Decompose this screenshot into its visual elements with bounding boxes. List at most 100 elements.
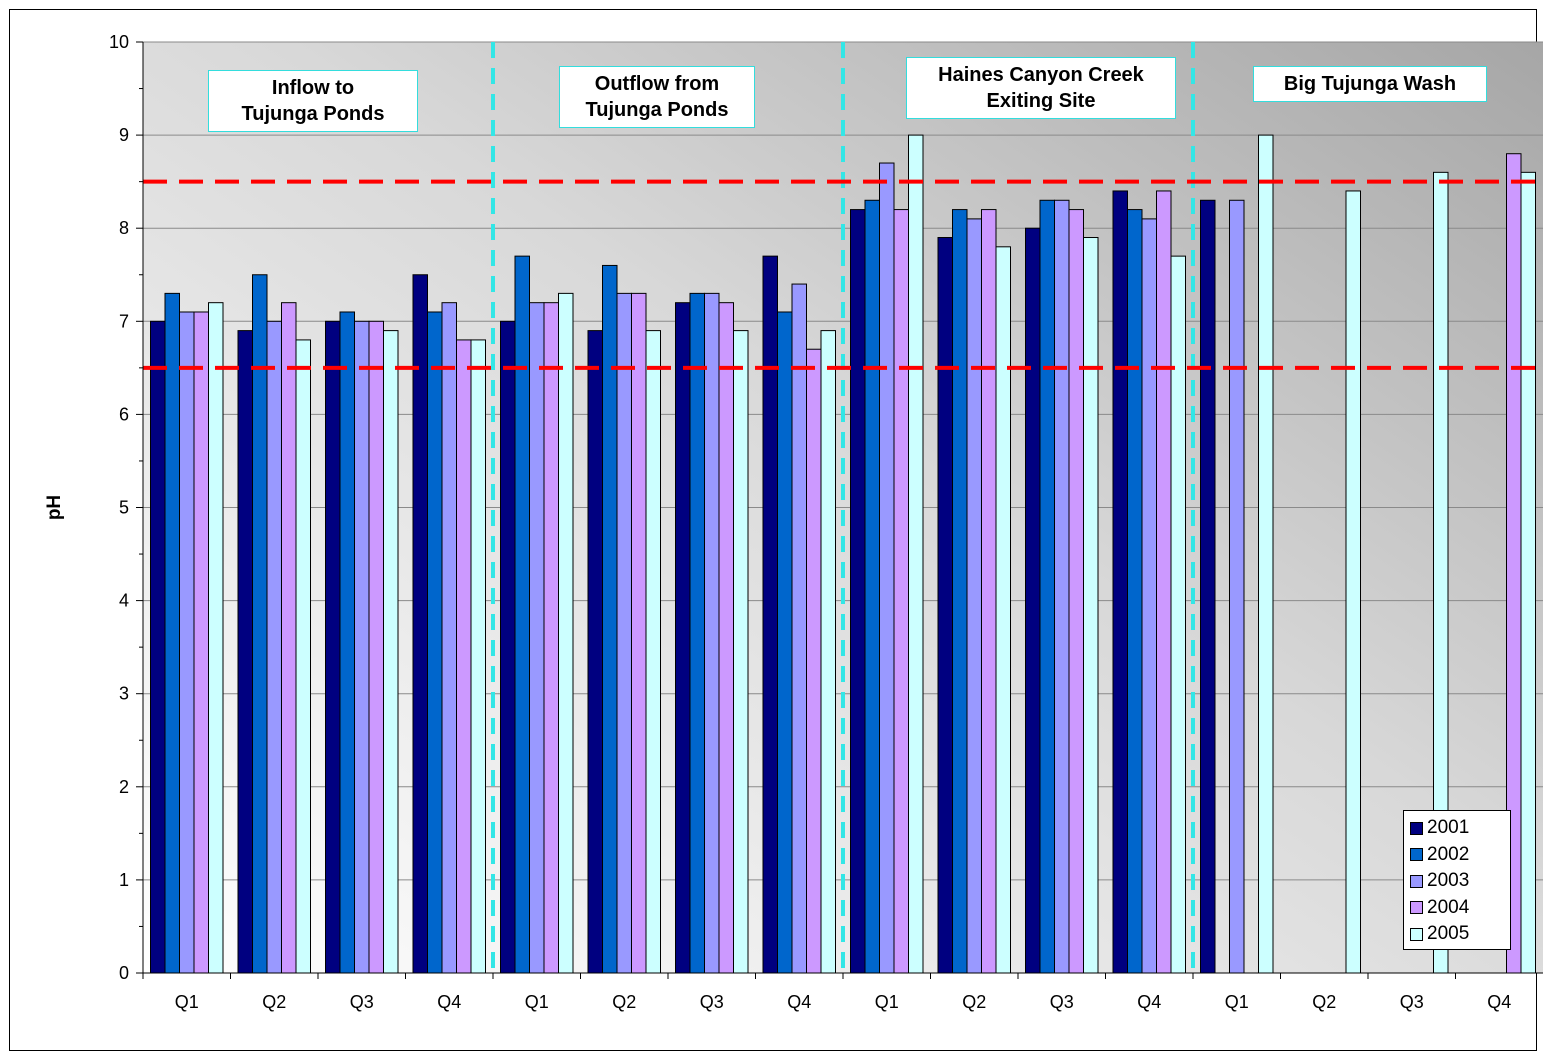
x-tick-label: Q2 [1312, 992, 1336, 1012]
x-tick-label: Q4 [1137, 992, 1161, 1012]
bar-2004 [281, 302, 297, 974]
legend-label: 2005 [1427, 923, 1470, 945]
legend-item: 2002 [1410, 842, 1510, 869]
bar-2002 [689, 292, 705, 974]
group-label: Inflow to Tujunga Ponds [208, 70, 418, 132]
bar-2001 [237, 330, 253, 974]
y-tick-label: 5 [119, 498, 129, 518]
legend-label: 2004 [1427, 896, 1470, 918]
bar-2003 [266, 320, 282, 974]
bar-2001 [1112, 190, 1128, 974]
legend: 2001 2002 2003 2004 2005 [1403, 810, 1511, 950]
x-tick-label: Q4 [437, 992, 461, 1012]
bar-2003 [704, 292, 720, 974]
bar-2004 [368, 320, 384, 974]
x-tick-label: Q1 [175, 992, 199, 1012]
bar-2001 [500, 320, 516, 974]
bar-2005 [995, 246, 1011, 974]
bar-2005 [208, 302, 224, 974]
bar-2005 [1520, 171, 1536, 974]
bar-2003 [441, 302, 457, 974]
legend-item: 2001 [1410, 815, 1510, 842]
bar-2002 [1127, 209, 1143, 974]
x-tick-label: Q3 [1400, 992, 1424, 1012]
bar-2005 [908, 134, 924, 974]
bar-2002 [777, 311, 793, 974]
bar-2001 [762, 255, 778, 974]
legend-item: 2004 [1410, 895, 1510, 922]
bar-2004 [981, 209, 997, 974]
bar-2001 [675, 302, 691, 974]
y-axis-label: pH [44, 495, 65, 520]
group-label: Big Tujunga Wash [1253, 66, 1487, 102]
bar-2003 [791, 283, 807, 974]
legend-item: 2005 [1410, 921, 1510, 948]
bar-2005 [383, 330, 399, 974]
legend-swatch [1410, 821, 1423, 835]
legend-swatch [1410, 848, 1423, 862]
bar-2002 [514, 255, 530, 974]
bar-2003 [179, 311, 195, 974]
bar-2001 [937, 237, 953, 974]
bar-2004 [456, 339, 472, 974]
bars [150, 134, 1536, 974]
bar-2005 [733, 330, 749, 974]
bar-2002 [252, 274, 268, 974]
bar-2002 [952, 209, 968, 974]
bar-2004 [193, 311, 209, 974]
y-tick-label: 8 [119, 218, 129, 238]
x-tick-label: Q4 [787, 992, 811, 1012]
bar-2003 [529, 302, 545, 974]
bar-2003 [354, 320, 370, 974]
bar-2001 [325, 320, 341, 974]
bar-2004 [543, 302, 559, 974]
bar-2005 [1083, 237, 1099, 974]
x-tick-label: Q4 [1487, 992, 1511, 1012]
y-tick-label: 2 [119, 777, 129, 797]
x-tick-label: Q2 [962, 992, 986, 1012]
bar-2001 [1025, 227, 1041, 974]
bar-2005 [645, 330, 661, 974]
y-tick-label: 6 [119, 404, 129, 424]
y-tick-label: 3 [119, 684, 129, 704]
group-label: Outflow from Tujunga Ponds [559, 66, 755, 128]
bar-2002 [339, 311, 355, 974]
bar-2002 [602, 264, 618, 974]
bar-2005 [1170, 255, 1186, 974]
legend-swatch [1410, 874, 1423, 888]
bar-2001 [412, 274, 428, 974]
y-tick-label: 1 [119, 870, 129, 890]
bar-2004 [1156, 190, 1172, 974]
bar-2001 [150, 320, 166, 974]
bar-2002 [1039, 199, 1055, 974]
x-tick-label: Q3 [700, 992, 724, 1012]
x-tick-label: Q2 [262, 992, 286, 1012]
legend-label: 2001 [1427, 817, 1470, 839]
bar-2001 [850, 209, 866, 974]
legend-item: 2003 [1410, 868, 1510, 895]
x-tick-label: Q2 [612, 992, 636, 1012]
bar-2002 [427, 311, 443, 974]
legend-swatch [1410, 927, 1423, 941]
y-tick-label: 7 [119, 311, 129, 331]
y-tick-label: 10 [109, 32, 129, 52]
x-tick-label: Q1 [525, 992, 549, 1012]
bar-2005 [470, 339, 486, 974]
x-tick-label: Q1 [875, 992, 899, 1012]
bar-2003 [1054, 199, 1070, 974]
bar-2005 [1258, 134, 1274, 974]
y-tick-label: 0 [119, 963, 129, 983]
x-tick-label: Q1 [1225, 992, 1249, 1012]
bar-2002 [164, 292, 180, 974]
bar-2003 [1141, 218, 1157, 974]
bar-2004 [631, 292, 647, 974]
bar-2001 [1200, 199, 1216, 974]
axes: 0 1 2 3 4 5 6 7 8 9 10 Q1 Q2 Q3 Q4 Q1 Q2 Q3 Q4 Q1 Q2 Q3 Q4 Q1 Q2… [109, 32, 1543, 1012]
bar-2004 [1068, 209, 1084, 974]
bar-2002 [864, 199, 880, 974]
y-tick-label: 9 [119, 125, 129, 145]
bar-2003 [616, 292, 632, 974]
bar-2005 [558, 292, 574, 974]
x-tick-label: Q3 [350, 992, 374, 1012]
